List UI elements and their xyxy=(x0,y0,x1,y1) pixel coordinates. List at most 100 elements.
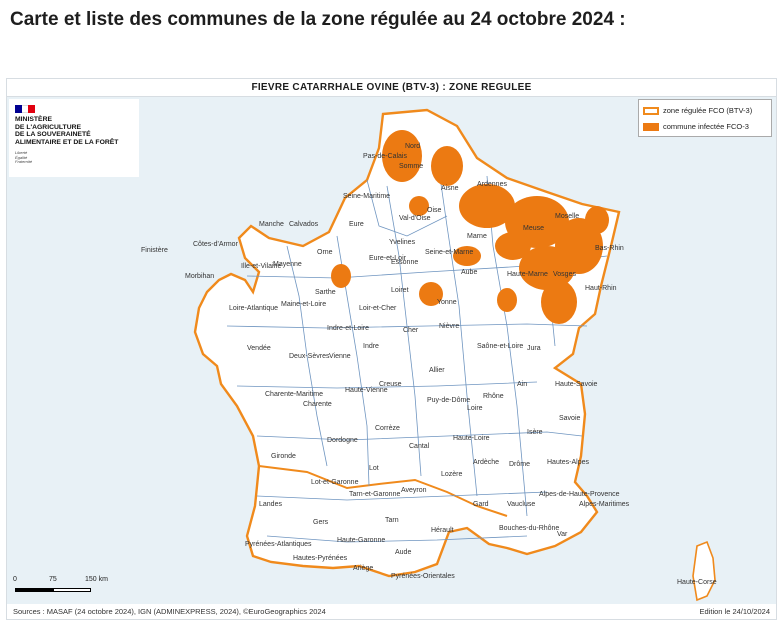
dept-label-aveyron: Aveyron xyxy=(401,487,427,494)
dept-label-haute-savoie: Haute-Savoie xyxy=(555,381,598,388)
dept-label-pas-de-calais: Pas-de-Calais xyxy=(363,153,407,160)
map-title: FIEVRE CATARRHALE OVINE (BTV-3) : ZONE R… xyxy=(7,79,776,97)
dept-label-seine-et-marne: Seine-et-Marne xyxy=(425,249,473,256)
dept-label-pyrenees-orientales: Pyrénées-Orientales xyxy=(391,573,455,580)
scale-bar: 0 75 150 km xyxy=(13,576,123,598)
dept-label-loir-et-cher: Loir-et-Cher xyxy=(359,305,397,312)
dept-label-yvelines: Yvelines xyxy=(389,239,416,246)
dept-label-charente: Charente xyxy=(303,401,332,408)
dept-label-morbihan: Morbihan xyxy=(185,273,214,280)
dept-label-ardennes: Ardennes xyxy=(477,181,507,188)
dept-label-lot: Lot xyxy=(369,465,379,472)
dept-label-haute-loire: Haute-Loire xyxy=(453,435,490,442)
regulated-zone-inner-boundary xyxy=(258,465,508,517)
dept-label-orne: Orne xyxy=(317,249,333,256)
dept-label-eure: Eure xyxy=(349,221,364,228)
dept-label-correze: Corrèze xyxy=(375,425,400,432)
dept-label-hautes-pyrenees: Hautes-Pyrénées xyxy=(293,555,348,562)
regulated-zone-boundary xyxy=(193,108,621,578)
dept-label-sarthe: Sarthe xyxy=(315,289,336,296)
dept-label-oise: Oise xyxy=(427,207,442,214)
dept-label-eure-et-loir: Eure-et-Loir xyxy=(369,255,407,262)
dept-label-haute-marne: Haute-Marne xyxy=(507,271,548,278)
dept-label-indre: Indre xyxy=(363,343,379,350)
dept-label-cher: Cher xyxy=(403,327,419,334)
legend-swatch-outline xyxy=(643,106,659,115)
legend-label: zone régulée FCO (BTV-3) xyxy=(663,106,753,115)
scale-tick-150: 150 km xyxy=(85,576,108,583)
scale-bar-white xyxy=(53,588,91,592)
dept-label-aube: Aube xyxy=(461,269,477,276)
corsica-zone-boundary xyxy=(692,540,716,602)
map-frame: FIEVRE CATARRHALE OVINE (BTV-3) : ZONE R… xyxy=(6,78,777,620)
dept-label-haut-rhin: Haut-Rhin xyxy=(585,285,617,292)
dept-label-charente-maritime: Charente-Maritime xyxy=(265,391,323,398)
scale-tick-0: 0 xyxy=(13,576,17,583)
dept-label-tarn-et-garonne: Tarn-et-Garonne xyxy=(349,491,400,498)
dept-label-loire-atlantique: Loire-Atlantique xyxy=(229,305,278,312)
dept-label-rhone: Rhône xyxy=(483,393,504,400)
dept-label-ardeche: Ardèche xyxy=(473,459,499,466)
dept-label-savoie: Savoie xyxy=(559,415,581,422)
department-labels: Nord Pas-de-Calais Somme Aisne Ardennes … xyxy=(141,143,717,586)
legend-item-infected-commune: commune infectée FCO-3 xyxy=(643,122,749,131)
dept-label-alpes-maritimes: Alpes-Maritimes xyxy=(579,501,630,508)
france-map[interactable]: Nord Pas-de-Calais Somme Aisne Ardennes … xyxy=(7,96,776,604)
dept-label-alpes-de-haute-provence: Alpes-de-Haute-Provence xyxy=(539,491,620,498)
legend-swatch-fill xyxy=(643,122,659,131)
dept-label-gironde: Gironde xyxy=(271,453,296,460)
legend-item-regulated-zone: zone régulée FCO (BTV-3) xyxy=(643,106,752,115)
dept-label-finistere: Finistère xyxy=(141,247,168,254)
dept-label-haute-vienne: Haute-Vienne xyxy=(345,387,388,394)
dept-label-pyrenees-atlantiques: Pyrénées-Atlantiques xyxy=(245,541,312,548)
map-legend: zone régulée FCO (BTV-3) commune infecté… xyxy=(638,99,772,137)
dept-label-vosges: Vosges xyxy=(553,271,576,278)
dept-label-calvados: Calvados xyxy=(289,221,319,228)
dept-label-hautes-alpes: Hautes-Alpes xyxy=(547,459,590,466)
dept-label-bas-rhin: Bas-Rhin xyxy=(595,245,624,252)
dept-label-cantal: Cantal xyxy=(409,443,430,450)
dept-label-isere: Isère xyxy=(527,429,543,436)
dept-label-puy-de-dome: Puy-de-Dôme xyxy=(427,397,470,404)
republic-motto: Liberté Égalité Fraternité xyxy=(15,150,33,165)
dept-label-aude: Aude xyxy=(395,549,411,556)
dept-label-gers: Gers xyxy=(313,519,329,526)
dept-label-loiret: Loiret xyxy=(391,287,409,294)
dept-label-mayenne: Mayenne xyxy=(273,261,302,268)
dept-label-seine-maritime: Seine-Maritime xyxy=(343,193,390,200)
dept-label-landes: Landes xyxy=(259,501,282,508)
dept-label-tarn: Tarn xyxy=(385,517,399,524)
dept-label-nievre: Nièvre xyxy=(439,323,459,330)
legend-label: commune infectée FCO-3 xyxy=(663,122,749,131)
dept-label-aisne: Aisne xyxy=(441,185,459,192)
dept-label-bouches-du-rhone: Bouches-du-Rhône xyxy=(499,525,559,532)
dept-label-deux-sevres: Deux-Sèvres xyxy=(289,353,330,360)
dept-label-var: Var xyxy=(557,531,568,538)
dept-label-ille-et-vilaine: Ille-et-Vilaine xyxy=(241,263,281,270)
dept-label-cotes-d-armor: Côtes-d'Armor xyxy=(193,241,239,248)
dept-label-maine-et-loire: Maine-et-Loire xyxy=(281,301,326,308)
dept-label-lozere: Lozère xyxy=(441,471,463,478)
page-heading: Carte et liste des communes de la zone r… xyxy=(10,9,626,30)
dept-label-yonne: Yonne xyxy=(437,299,457,306)
dept-label-lot-et-garonne: Lot-et-Garonne xyxy=(311,479,359,486)
dept-label-somme: Somme xyxy=(399,163,423,170)
dept-label-haute-garonne: Haute-Garonne xyxy=(337,537,385,544)
dept-label-dordogne: Dordogne xyxy=(327,437,358,444)
dept-label-herault: Hérault xyxy=(431,527,454,534)
dept-label-drome: Drôme xyxy=(509,461,530,468)
dept-label-manche: Manche xyxy=(259,221,284,228)
dept-label-creuse: Creuse xyxy=(379,381,402,388)
scale-tick-75: 75 xyxy=(49,576,57,583)
dept-label-saone-et-loire: Saône-et-Loire xyxy=(477,343,523,350)
dept-label-vienne: Vienne xyxy=(329,353,351,360)
ministry-logo: MINISTÈRE DE L'AGRICULTURE DE LA SOUVERA… xyxy=(9,99,139,177)
edition-date: Edition le 24/10/2024 xyxy=(699,607,770,616)
dept-label-vaucluse: Vaucluse xyxy=(507,501,535,508)
dept-label-val-d-oise: Val-d'Oise xyxy=(399,215,431,222)
dept-label-loire: Loire xyxy=(467,405,483,412)
sources-text: Sources : MASAF (24 octobre 2024), IGN (… xyxy=(13,607,326,616)
ministry-name: MINISTÈRE DE L'AGRICULTURE DE LA SOUVERA… xyxy=(15,116,119,146)
dept-label-nord: Nord xyxy=(405,143,420,150)
infected-communes xyxy=(331,130,609,324)
